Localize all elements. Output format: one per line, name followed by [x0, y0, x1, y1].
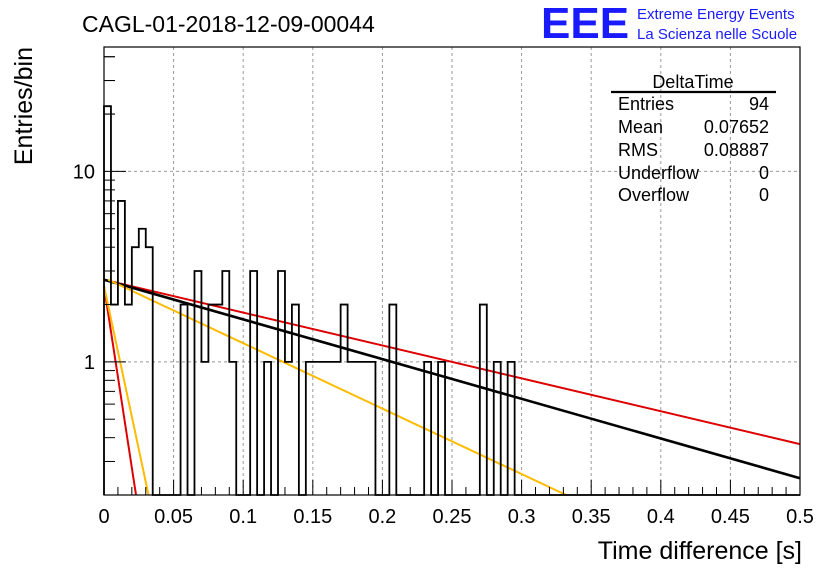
x-tick-label: 0.15	[293, 506, 332, 528]
stats-box: DeltaTime Entries 94 Mean 0.07652 RMS 0.…	[611, 72, 776, 205]
x-tick-label: 0.3	[508, 506, 536, 528]
x-axis-ticks: 0 0.05 0.1 0.15 0.2 0.25 0.3 0.35 0.4 0.45 0.5	[98, 480, 814, 528]
stats-title: DeltaTime	[652, 72, 733, 92]
fit-line	[107, 278, 567, 496]
stats-value-rms: 0.08887	[704, 140, 769, 160]
stats-value-overflow: 0	[759, 185, 769, 205]
fit-line	[103, 285, 138, 496]
histogram-bar	[125, 305, 132, 495]
histogram-bar	[494, 362, 501, 495]
histogram-bar	[355, 362, 362, 495]
histogram-bar	[222, 271, 229, 495]
histogram-bar	[341, 305, 348, 495]
x-tick-label: 0.4	[647, 506, 675, 528]
histogram-bar	[201, 362, 208, 495]
logo-subtitle-line1: Extreme Energy Events	[637, 6, 795, 23]
histogram-bar	[362, 362, 369, 495]
histogram-bar	[334, 362, 341, 495]
fit-line	[103, 278, 801, 480]
x-tick-label: 0.45	[711, 506, 750, 528]
histogram-bar	[368, 362, 375, 495]
stats-value-underflow: 0	[759, 163, 769, 183]
histogram-bar	[320, 362, 327, 495]
x-tick-label: 0.2	[368, 506, 396, 528]
x-tick-label: 0	[98, 506, 109, 528]
histogram-bar	[181, 305, 188, 495]
histogram-bar	[313, 362, 320, 495]
chart-title: CAGL-01-2018-12-09-00044	[82, 11, 375, 37]
histogram-bar	[215, 305, 222, 495]
histogram-bar	[194, 271, 201, 495]
stats-value-mean: 0.07652	[704, 117, 769, 137]
histogram-bar	[229, 362, 236, 495]
histogram-bar	[208, 305, 215, 495]
logo-subtitle-line2: La Scienza nelle Scuole	[637, 26, 797, 43]
histogram-bar	[348, 362, 355, 495]
histogram-bar	[389, 305, 396, 495]
stats-label-entries: Entries	[618, 94, 674, 114]
x-tick-label: 0.05	[154, 506, 193, 528]
grid	[104, 47, 800, 495]
histogram-bar	[146, 247, 153, 495]
histogram-bar	[118, 201, 125, 495]
x-tick-label: 0.5	[786, 506, 814, 528]
histogram-bar	[104, 106, 111, 495]
fit-lines	[103, 278, 801, 496]
histogram-bar	[327, 362, 334, 495]
stats-label-underflow: Underflow	[618, 163, 700, 183]
histogram-bar	[139, 229, 146, 495]
histogram-bar	[292, 305, 299, 495]
histogram-bar	[111, 305, 118, 495]
x-axis-label: Time difference [s]	[598, 537, 802, 565]
x-tick-label: 0.1	[229, 506, 257, 528]
stats-label-mean: Mean	[618, 117, 663, 137]
stats-value-entries: 94	[749, 94, 769, 114]
x-tick-label: 0.35	[572, 506, 611, 528]
eee-logo: EEE	[541, 0, 629, 48]
fit-line	[103, 278, 801, 446]
histogram-bar	[438, 362, 445, 495]
stats-label-overflow: Overflow	[618, 185, 690, 205]
y-tick-label: 1	[84, 352, 95, 374]
histogram-bar	[278, 271, 285, 495]
histogram-bar	[250, 271, 257, 495]
histogram-bar	[424, 362, 431, 495]
histogram-bar	[480, 305, 487, 495]
stats-label-rms: RMS	[618, 140, 658, 160]
y-axis-label: Entries/bin	[10, 47, 38, 165]
histogram-bar	[264, 362, 271, 495]
histogram-bar	[132, 247, 139, 495]
histogram-bar	[508, 362, 515, 495]
histogram-bar	[285, 362, 292, 495]
x-tick-label: 0.25	[433, 506, 472, 528]
y-axis-ticks: 1 10	[73, 56, 126, 496]
y-tick-label: 10	[73, 161, 95, 183]
histogram-bar	[306, 362, 313, 495]
fit-line	[103, 285, 150, 496]
